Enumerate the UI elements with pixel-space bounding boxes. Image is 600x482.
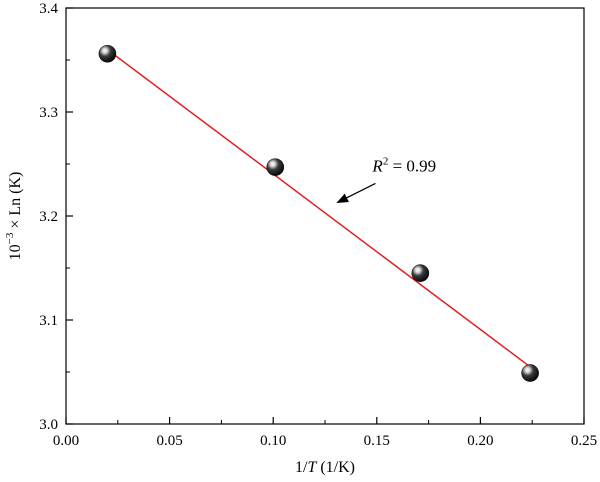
x-tick-label: 0.15 [364,433,390,449]
r-squared-symbol: R [371,156,383,175]
y-tick-label: 3.2 [39,209,58,225]
y-axis-ticks [66,7,73,425]
y-tick-label: 3.4 [39,1,58,17]
x-tick-label: 0.10 [260,433,286,449]
x-axis-title: 1/T (1/K) [295,459,355,476]
y-tick-label: 3.0 [39,417,58,433]
data-point [98,44,117,63]
y-axis-tick-labels: 3.0 3.1 3.2 3.3 3.4 [39,1,58,433]
fit-line [106,49,531,368]
r-squared-exponent: 2 [383,155,389,167]
x-tick-label: 0.00 [53,433,79,449]
x-axis-ticks [65,417,585,424]
x-tick-label: 0.05 [156,433,182,449]
data-point [411,264,430,283]
x-axis-tick-labels: 0.00 0.05 0.10 0.15 0.20 0.25 [53,433,597,449]
data-point [521,364,539,382]
y-tick-label: 3.3 [39,105,58,121]
data-point [266,158,285,176]
annotation-arrow [336,182,376,204]
data-points [98,44,539,382]
x-tick-label: 0.20 [467,433,493,449]
r-squared-value: = 0.99 [388,156,436,175]
r-squared-label: R2 = 0.99 [371,155,436,175]
plot-frame [65,7,585,425]
y-tick-label: 3.1 [39,313,58,329]
r-squared-annotation: R2 = 0.99 [336,155,436,204]
y-axis-title: 10−3 × Ln (K) [4,172,24,261]
x-tick-label: 0.25 [571,433,597,449]
